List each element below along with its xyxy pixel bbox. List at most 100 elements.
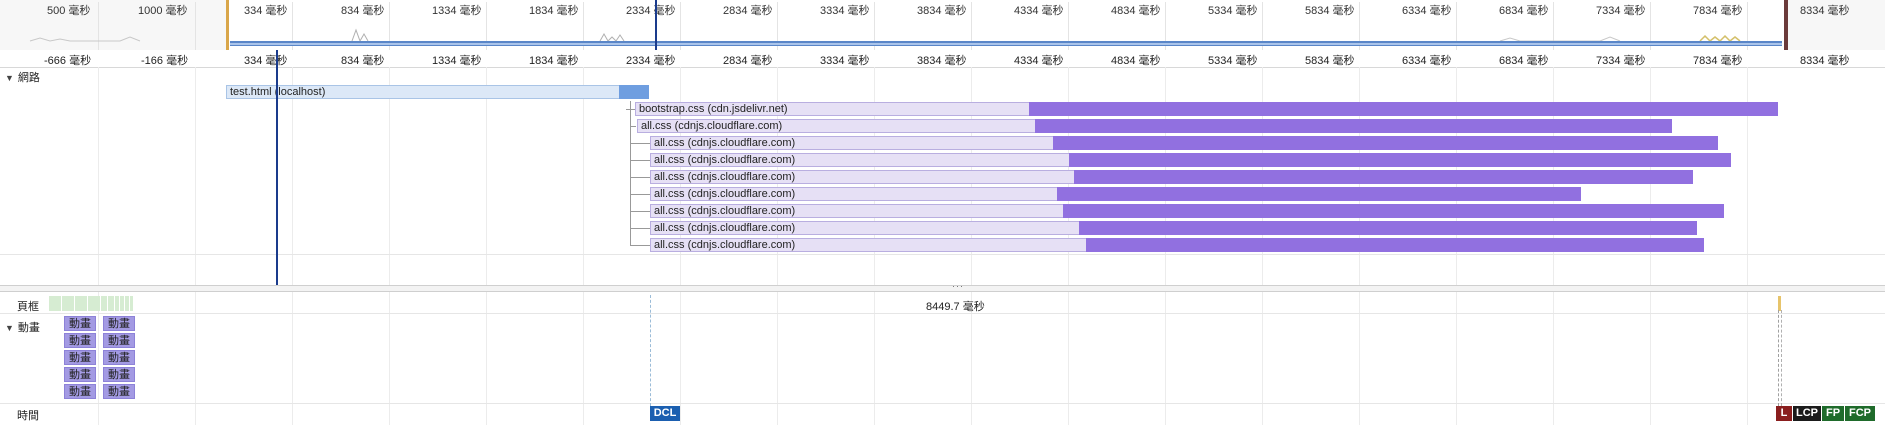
overview-activity-graph <box>29 28 1741 42</box>
network-request-label: all.css (cdnjs.cloudflare.com) <box>654 188 796 200</box>
overview-tick-label: 5334 毫秒 <box>1208 5 1258 17</box>
animation-chip[interactable]: 動畫 <box>64 350 96 365</box>
ruler-tick-label: 5334 毫秒 <box>1208 55 1258 67</box>
ruler-tick-label: 3834 毫秒 <box>917 55 967 67</box>
network-request-label: bootstrap.css (cdn.jsdelivr.net) <box>639 103 788 115</box>
overview-tick-label: 1000 毫秒 <box>138 5 188 17</box>
animation-chip[interactable]: 動畫 <box>103 350 135 365</box>
network-request-download <box>1086 238 1704 252</box>
overview-tick-label: 4834 毫秒 <box>1111 5 1161 17</box>
ruler-tick-label: 5834 毫秒 <box>1305 55 1355 67</box>
network-request-download <box>1063 204 1724 218</box>
animation-chip[interactable]: 動畫 <box>103 384 135 399</box>
ruler-tick-label: -666 毫秒 <box>44 55 92 67</box>
ruler-tick-label: 3334 毫秒 <box>820 55 870 67</box>
ruler-tick-label: 1834 毫秒 <box>529 55 579 67</box>
overview-tick-label: 7834 毫秒 <box>1693 5 1743 17</box>
frames-separator <box>0 313 1885 314</box>
ruler-tick-label: -166 毫秒 <box>141 55 189 67</box>
expand-triangle-icon: ▼ <box>5 73 14 83</box>
overview-tick-label: 1834 毫秒 <box>529 5 579 17</box>
dcl-guide-line <box>650 295 651 406</box>
network-request-download <box>1029 102 1778 116</box>
network-section-header[interactable]: ▼ 網路 <box>5 69 40 85</box>
ruler-tick-label: 334 毫秒 <box>244 55 288 67</box>
fp-marker[interactable]: FP <box>1822 406 1844 421</box>
overview-dim-right <box>1785 0 1885 50</box>
overview-tick-label: 5834 毫秒 <box>1305 5 1355 17</box>
overview-tick-label: 500 毫秒 <box>47 5 91 17</box>
animation-chip[interactable]: 動畫 <box>64 316 96 331</box>
ruler-tick-label: 7834 毫秒 <box>1693 55 1743 67</box>
animation-chip[interactable]: 動畫 <box>64 367 96 382</box>
network-request-download <box>1074 170 1693 184</box>
overview-tick-label: 8334 毫秒 <box>1800 5 1850 17</box>
overview-tick-label: 2834 毫秒 <box>723 5 773 17</box>
network-request-label: all.css (cdnjs.cloudflare.com) <box>654 222 796 234</box>
overview-tick-label: 334 毫秒 <box>244 5 288 17</box>
network-request-download <box>1053 136 1718 150</box>
overview-tick-label: 6334 毫秒 <box>1402 5 1452 17</box>
ruler-tick-label: 6334 毫秒 <box>1402 55 1452 67</box>
overview-tick-label: 4334 毫秒 <box>1014 5 1064 17</box>
overview-tick-label: 2334 毫秒 <box>626 5 676 17</box>
overview-tick-label: 1334 毫秒 <box>432 5 482 17</box>
time-ruler: -666 毫秒 -166 毫秒 334 毫秒 834 毫秒 1334 毫秒 18… <box>0 50 1885 68</box>
load-marker[interactable]: L <box>1776 406 1792 421</box>
animation-chip[interactable]: 動畫 <box>64 333 96 348</box>
ruler-tick-label: 4334 毫秒 <box>1014 55 1064 67</box>
overview-tick-label: 7334 毫秒 <box>1596 5 1646 17</box>
overview-dim-left <box>0 0 228 50</box>
overview-network-bar-inner <box>230 43 1782 45</box>
animation-chip[interactable]: 動畫 <box>64 384 96 399</box>
ruler-tick-label: 8334 毫秒 <box>1800 55 1850 67</box>
lcp-marker[interactable]: LCP <box>1793 406 1821 421</box>
network-request-download <box>1057 187 1581 201</box>
network-request-label: all.css (cdnjs.cloudflare.com) <box>654 171 796 183</box>
overview-tick-label: 6834 毫秒 <box>1499 5 1549 17</box>
ruler-tick-label: 2334 毫秒 <box>626 55 676 67</box>
overview-window-handle-left[interactable] <box>226 0 229 50</box>
network-request-label: all.css (cdnjs.cloudflare.com) <box>641 120 783 132</box>
frame-marker <box>1778 296 1781 311</box>
network-request-label: all.css (cdnjs.cloudflare.com) <box>654 154 796 166</box>
ruler-tick-label: 4834 毫秒 <box>1111 55 1161 67</box>
animation-chip[interactable]: 動畫 <box>103 333 135 348</box>
ruler-tick-label: 2834 毫秒 <box>723 55 773 67</box>
frame-duration: 8449.7 毫秒 <box>926 301 985 313</box>
dcl-marker[interactable]: DCL <box>650 406 680 421</box>
overview-window-handle-right[interactable] <box>1784 0 1788 50</box>
network-request-download <box>619 85 649 99</box>
ruler-tick-label: 7334 毫秒 <box>1596 55 1646 67</box>
resize-handle-dots-icon[interactable]: ··· <box>952 281 964 291</box>
animations-section-label: 動畫 <box>17 322 40 334</box>
network-request-download <box>1069 153 1731 167</box>
pane-resize-divider[interactable] <box>0 285 1885 292</box>
expand-triangle-icon: ▼ <box>5 323 14 333</box>
ruler-tick-label: 1334 毫秒 <box>432 55 482 67</box>
animation-chip[interactable]: 動畫 <box>103 316 135 331</box>
overview-tick-label: 834 毫秒 <box>341 5 385 17</box>
overview-cursor-line <box>655 0 657 50</box>
fcp-marker[interactable]: FCP <box>1845 406 1875 421</box>
network-bottom-separator <box>0 254 1885 255</box>
network-section-label: 網路 <box>17 72 40 84</box>
overview-tick-label: 3834 毫秒 <box>917 5 967 17</box>
animations-section-header[interactable]: ▼ 動畫 <box>5 319 40 335</box>
animation-chip[interactable]: 動畫 <box>103 367 135 382</box>
load-guide-line <box>1778 310 1779 406</box>
network-request-label: all.css (cdnjs.cloudflare.com) <box>654 205 796 217</box>
frames-label: 頁框 <box>17 301 39 313</box>
network-request-download <box>1079 221 1697 235</box>
network-request-label: all.css (cdnjs.cloudflare.com) <box>654 239 796 251</box>
timings-label: 時間 <box>17 410 39 422</box>
ruler-tick-label: 6834 毫秒 <box>1499 55 1549 67</box>
ruler-tick-label: 834 毫秒 <box>341 55 385 67</box>
timeline-cursor-line <box>276 50 278 286</box>
request-connector-line <box>630 101 631 246</box>
network-request-label: all.css (cdnjs.cloudflare.com) <box>654 137 796 149</box>
overview-tick-label: 3334 毫秒 <box>820 5 870 17</box>
timeline-overview[interactable]: 500 毫秒 1000 毫秒 334 毫秒 834 毫秒 1334 毫秒 183… <box>0 0 1885 51</box>
lcp-guide-line <box>1781 310 1782 406</box>
animations-separator <box>0 403 1885 404</box>
